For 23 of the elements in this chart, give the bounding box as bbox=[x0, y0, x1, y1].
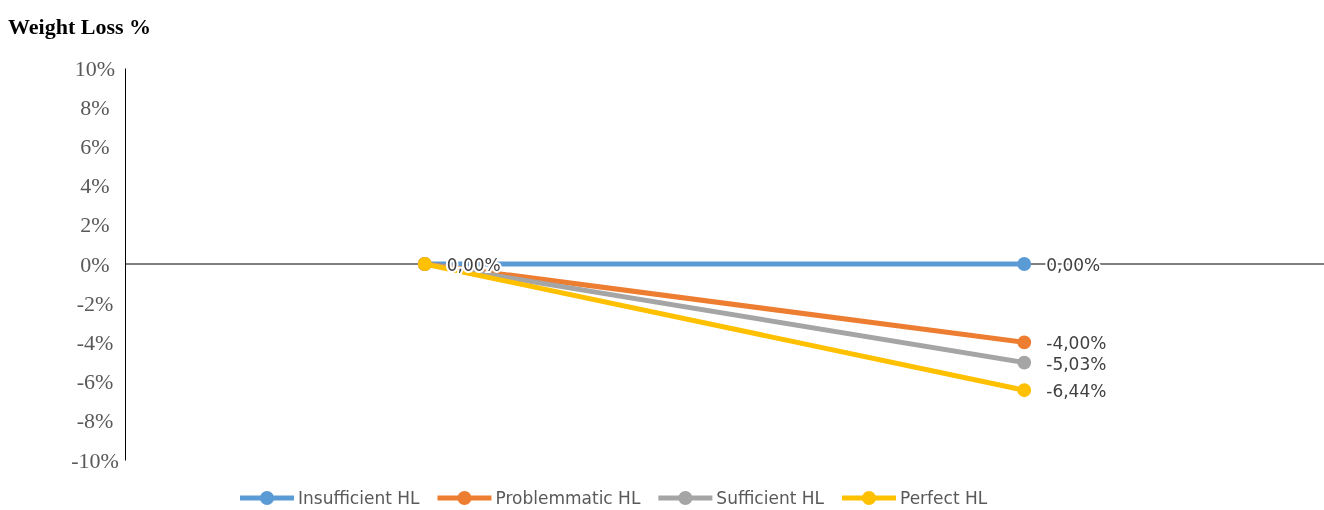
legend-label: Sufficient HL bbox=[716, 488, 825, 508]
data-label: -6,44% bbox=[1046, 381, 1107, 402]
legend-label: Perfect HL bbox=[900, 488, 988, 508]
point bbox=[1017, 383, 1032, 398]
y-tick-label: -4% bbox=[76, 329, 114, 355]
y-tick-label: 8% bbox=[80, 94, 110, 120]
data-label: -5,03% bbox=[1046, 353, 1107, 374]
point bbox=[1017, 335, 1032, 350]
legend-label: Problemmatic HL bbox=[495, 488, 641, 508]
y-tick-label: 6% bbox=[80, 133, 110, 159]
y-tick-label: 0% bbox=[80, 251, 110, 277]
y-tick-label: 2% bbox=[80, 212, 110, 238]
y-tick-label: 10% bbox=[74, 55, 116, 81]
y-tick-label: -10% bbox=[71, 447, 119, 473]
data-label: -4,00% bbox=[1046, 333, 1107, 354]
point bbox=[1017, 355, 1032, 370]
y-tick-label: 4% bbox=[80, 173, 110, 199]
point bbox=[1017, 257, 1032, 271]
legend-label: Insufficient HL bbox=[298, 488, 421, 508]
y-tick-label: -8% bbox=[76, 408, 114, 434]
y-tick-label: -2% bbox=[76, 290, 114, 316]
chart-title: Weight Loss % bbox=[8, 14, 152, 39]
y-tick-label: -6% bbox=[76, 369, 114, 395]
